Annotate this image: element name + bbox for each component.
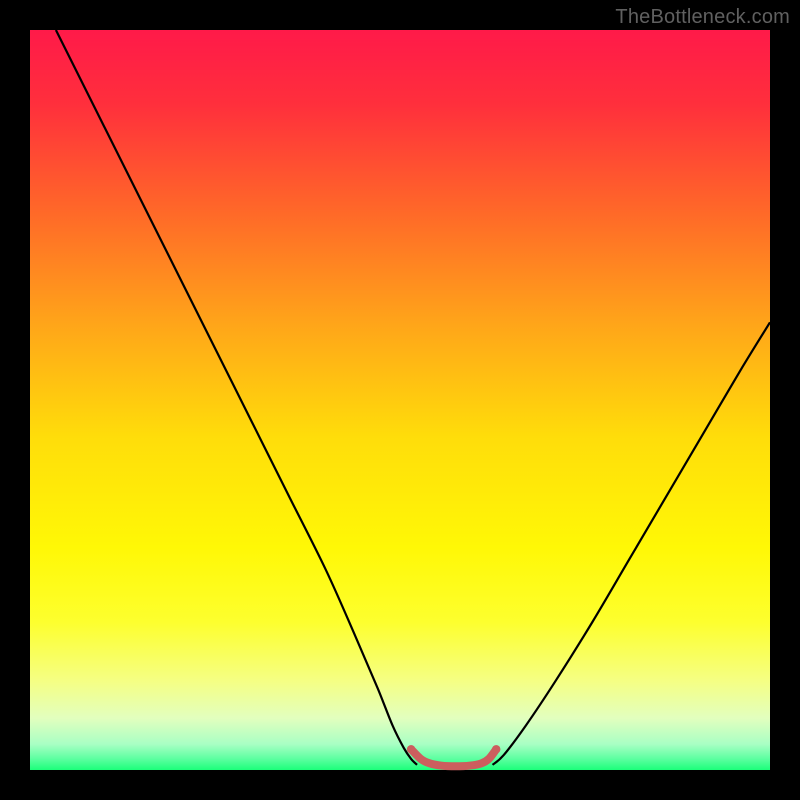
chart-container: TheBottleneck.com	[0, 0, 800, 800]
highlight-marker	[492, 745, 500, 753]
highlight-marker	[407, 745, 415, 753]
chart-svg	[0, 0, 800, 800]
gradient-background	[30, 30, 770, 770]
watermark-text: TheBottleneck.com	[615, 6, 790, 29]
